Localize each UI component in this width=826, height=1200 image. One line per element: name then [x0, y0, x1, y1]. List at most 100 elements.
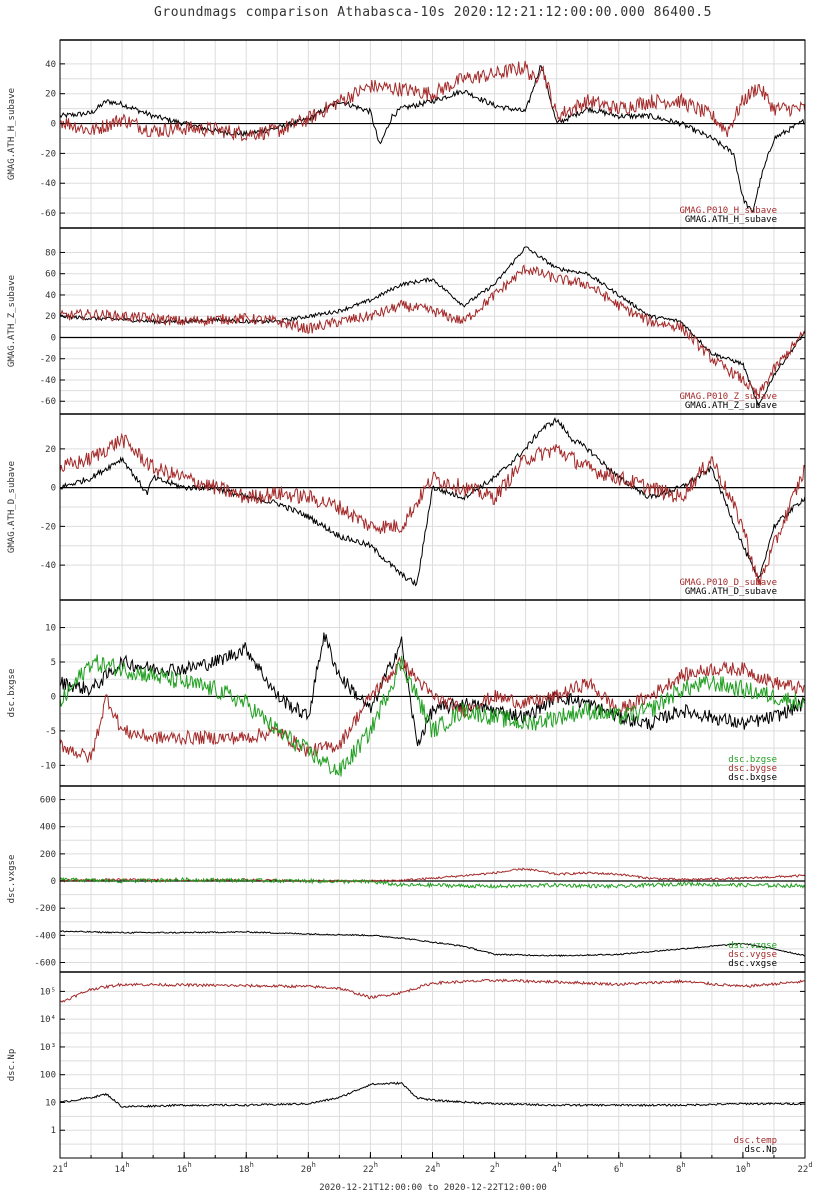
y-tick-label: 10 — [45, 624, 56, 634]
panels: 40200-20-40-60GMAG.ATH_H_subaveGMAG.P010… — [7, 39, 806, 1159]
y-tick-label: -400 — [34, 931, 56, 941]
y-tick-label: 0 — [51, 877, 56, 887]
y-tick-label: -40 — [40, 561, 56, 571]
time-axis: 21d 14h 16h 18h 20h 22h 24h 2h 4h 6h 8h 10h 22d — [52, 1152, 813, 1175]
x-tick-unit: d — [808, 1161, 812, 1169]
y-axis-label: dsc.vxgse — [7, 855, 17, 904]
y-axis-label: GMAG.ATH_H_subave — [7, 88, 17, 180]
y-tick-label: 20 — [45, 312, 56, 322]
x-tick-number: 14 — [115, 1165, 126, 1175]
y-tick-label: 0 — [51, 692, 56, 702]
series-line-dsc-temp — [60, 978, 805, 1003]
x-tick-label: 16h — [177, 1161, 192, 1175]
series-group — [60, 867, 805, 958]
y-tick-label: -60 — [40, 397, 56, 407]
x-tick-number: 22 — [363, 1165, 374, 1175]
legend-entry: GMAG.P010_Z_subave — [679, 392, 777, 402]
legend-entry: dsc.bxgse — [728, 773, 777, 783]
y-tick-label: 20 — [45, 445, 56, 455]
legend-entry: GMAG.ATH_H_subave — [685, 215, 777, 225]
x-tick-unit: h — [312, 1161, 316, 1169]
legend-entry: dsc.vxgse — [728, 959, 777, 969]
legend-entry: GMAG.P010_D_subave — [679, 578, 777, 588]
y-tick-label: 60 — [45, 270, 56, 280]
x-tick-label: 2h — [490, 1161, 500, 1175]
y-tick-label: 600 — [40, 796, 56, 806]
y-tick-label: 0 — [51, 120, 56, 130]
legend-entry: dsc.bygse — [728, 764, 777, 774]
x-tick-unit: h — [436, 1161, 440, 1169]
panel-5: 600 400 200 0 -200 -400 -600 dsc.vxgse dsc.vzgse… — [7, 785, 806, 973]
x-tick-unit: h — [374, 1161, 378, 1169]
x-tick-unit: h — [746, 1161, 750, 1169]
series-line-dsc-vxgse — [60, 930, 805, 958]
y-axis-label: dsc.bxgse — [7, 669, 17, 718]
y-tick-label: 40 — [45, 291, 56, 301]
panel-3: 200-20-40GMAG.ATH_D_subaveGMAG.P010_D_su… — [7, 413, 806, 601]
x-tick-number: 21 — [52, 1165, 63, 1175]
x-tick-number: 22 — [797, 1165, 808, 1175]
x-tick-label: 18h — [239, 1161, 254, 1175]
x-tick-unit: h — [557, 1161, 561, 1169]
x-tick-label: 6h — [614, 1161, 624, 1175]
y-tick-label: 20 — [45, 90, 56, 100]
legend-entry: dsc.vygse — [728, 950, 777, 960]
y-tick-label: -200 — [34, 904, 56, 914]
x-tick-number: 24 — [425, 1165, 436, 1175]
x-tick-label: 20h — [301, 1161, 316, 1175]
y-axis-label: GMAG.ATH_D_subave — [7, 461, 17, 553]
series-line-dsc-vzgse — [60, 876, 805, 890]
series-line-dsc-bygse — [60, 656, 805, 763]
y-axis-label: GMAG.ATH_Z_subave — [7, 275, 17, 367]
series-line-GMAG-P010-H-subave — [60, 60, 805, 142]
x-tick-number: 16 — [177, 1165, 188, 1175]
x-tick-number: 2 — [490, 1165, 495, 1175]
y-tick-label: -600 — [34, 958, 56, 968]
y-tick-label: 100 — [40, 1071, 56, 1081]
x-tick-unit: h — [619, 1161, 623, 1169]
y-tick-label: 1 — [51, 1126, 56, 1136]
series-line-dsc-Np — [60, 1081, 805, 1108]
x-tick-label: 21d — [52, 1161, 67, 1175]
x-tick-label: 4h — [552, 1161, 562, 1175]
legend-entry: GMAG.ATH_D_subave — [685, 587, 777, 597]
chart-title: Groundmags comparison Athabasca-10s 2020… — [154, 5, 712, 20]
panel-1: 40200-20-40-60GMAG.ATH_H_subaveGMAG.P010… — [7, 39, 806, 229]
x-tick-label: 22d — [797, 1161, 812, 1175]
y-tick-label: -20 — [40, 355, 56, 365]
y-tick-label: -20 — [40, 522, 56, 532]
series-line-dsc-bzgse — [60, 654, 805, 777]
x-tick-label: 22h — [363, 1161, 378, 1175]
y-tick-label: 200 — [40, 850, 56, 860]
x-tick-label: 14h — [115, 1161, 130, 1175]
series-line-GMAG-ATH-D-subave — [60, 417, 805, 587]
series-group — [60, 246, 805, 408]
series-group — [60, 632, 805, 777]
y-tick-label: -5 — [45, 727, 56, 737]
series-line-dsc-bxgse — [60, 632, 805, 747]
series-group — [60, 978, 805, 1108]
y-tick-label: 10³ — [40, 1043, 56, 1053]
x-tick-unit: h — [187, 1161, 191, 1169]
y-tick-label: -40 — [40, 179, 56, 189]
legend-entry: dsc.vzgse — [728, 941, 777, 951]
legend-entry: dsc.temp — [734, 1136, 777, 1146]
panel-2: 806040200-20-40-60GMAG.ATH_Z_subaveGMAG.… — [7, 227, 806, 415]
y-tick-label: 10 — [45, 1098, 56, 1108]
y-axis-label: dsc.Np — [7, 1049, 17, 1082]
x-tick-unit: h — [125, 1161, 129, 1169]
legend-entry: GMAG.ATH_Z_subave — [685, 401, 777, 411]
x-tick-unit: d — [63, 1161, 67, 1169]
x-tick-label: 10h — [735, 1161, 750, 1175]
x-tick-number: 18 — [239, 1165, 250, 1175]
x-tick-number: 10 — [735, 1165, 746, 1175]
y-tick-label: 10⁴ — [40, 1015, 56, 1025]
x-tick-unit: h — [250, 1161, 254, 1169]
y-tick-label: 10⁵ — [40, 987, 56, 997]
series-line-GMAG-ATH-H-subave — [60, 65, 805, 213]
y-tick-label: 80 — [45, 248, 56, 258]
y-tick-label: 400 — [40, 823, 56, 833]
x-tick-number: 4 — [552, 1165, 557, 1175]
y-tick-label: -10 — [40, 761, 56, 771]
